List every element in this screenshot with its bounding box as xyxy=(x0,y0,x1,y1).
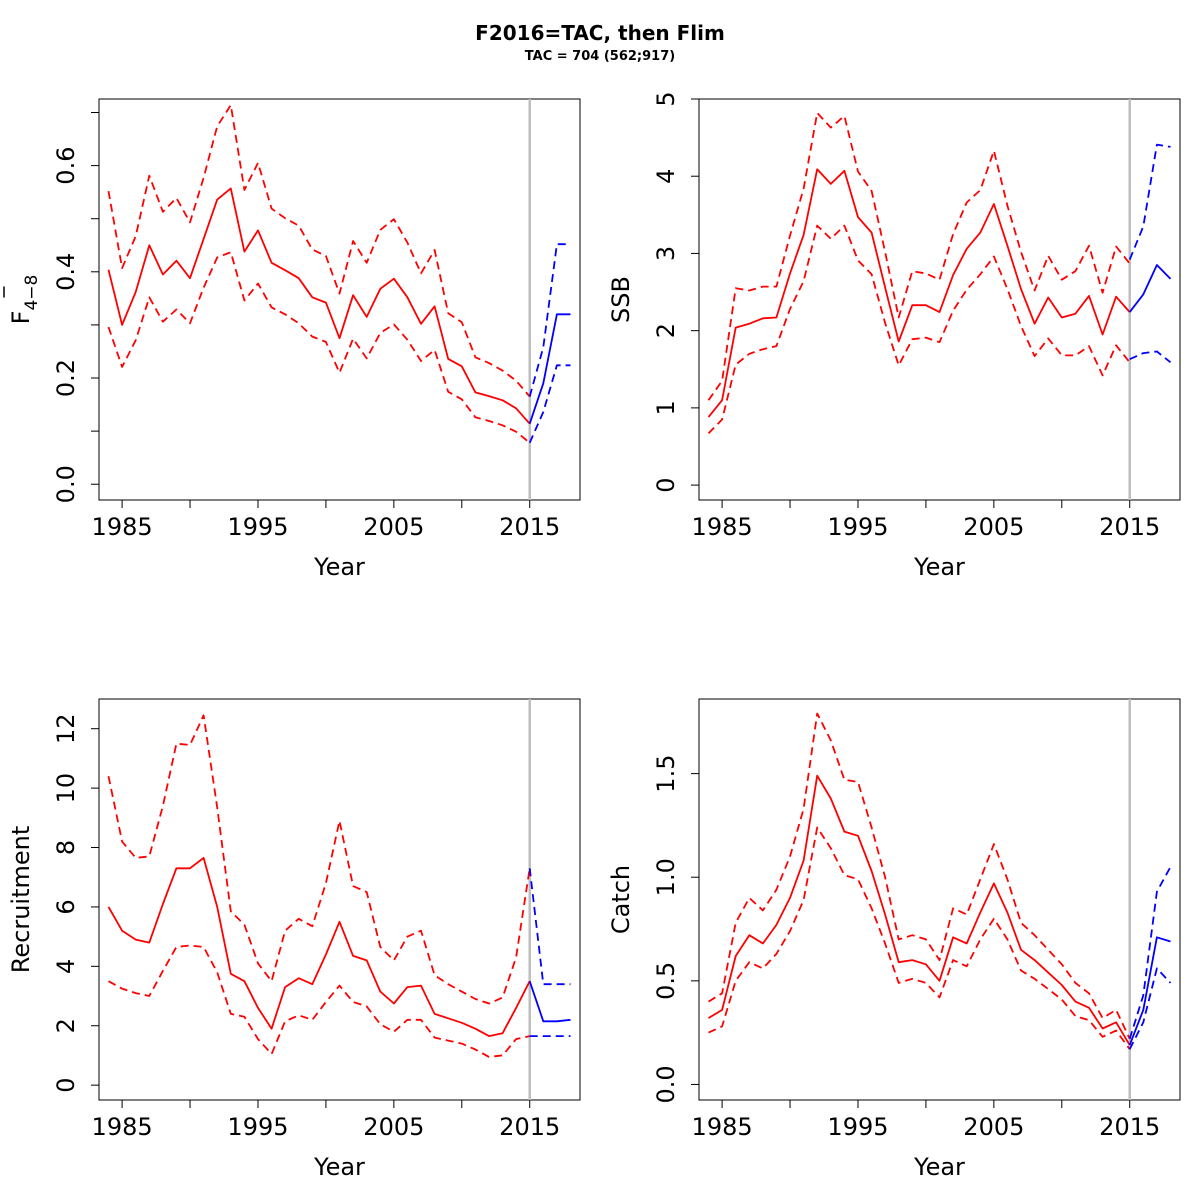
ssb-historic-lower-line xyxy=(707,224,1131,435)
recruitment-y-tick-label: 12 xyxy=(52,713,80,744)
ssb-y-tick-label: 1 xyxy=(652,400,680,415)
recruitment-panel: 1985 1995 2005 2015 0 2 4 6 8 10 12 Year Recruitment xyxy=(7,698,581,1181)
recruitment-y-tick-label: 2 xyxy=(52,1018,80,1033)
recruitment-historic-lower-line xyxy=(108,944,530,1058)
ssb-x-axis-label: Year xyxy=(913,553,965,581)
recruitment-y-tick-label: 8 xyxy=(52,840,80,855)
recruitment-y-tick-label: 4 xyxy=(52,959,80,974)
fbar-y-tick-label: 0.2 xyxy=(52,359,80,397)
fbar-y-tick-label: 0.6 xyxy=(52,147,80,185)
ssb-x-tick-label: 2005 xyxy=(963,513,1024,541)
catch-y-tick-label: 0.5 xyxy=(652,962,680,1000)
fbar-x-tick-label: 1995 xyxy=(227,513,288,541)
catch-x-tick-label: 2015 xyxy=(1099,1113,1160,1141)
ssb-forecast-median-line xyxy=(1128,264,1172,313)
recruitment-y-axis-label: Recruitment xyxy=(7,826,35,973)
recruitment-x-tick-label: 1995 xyxy=(227,1113,288,1141)
catch-panel: 1985 1995 2005 2015 0.0 0.5 1.0 1.5 Year Catch xyxy=(607,698,1181,1181)
recruitment-x-tick-label: 2015 xyxy=(499,1113,560,1141)
ssb-forecast-upper-line xyxy=(1128,143,1171,260)
ssb-y-tick-label: 2 xyxy=(652,323,680,338)
ssb-y-tick-label: 3 xyxy=(652,246,680,261)
fbar-panel: 1985 1995 2005 2015 0.0 0.2 0.4 0.6 Year F4−8 xyxy=(3,98,581,581)
fbar-y-axis-label-main: F xyxy=(7,311,35,325)
catch-x-tick-label: 2005 xyxy=(963,1113,1024,1141)
ssb-historic-upper-line xyxy=(707,112,1131,401)
fbar-y-tick-label: 0.4 xyxy=(52,253,80,291)
catch-x-tick-label: 1985 xyxy=(692,1113,753,1141)
fbar-historic-upper-line xyxy=(107,104,531,398)
recruitment-x-tick-label: 2005 xyxy=(363,1113,424,1141)
fbar-x-tick-label: 1985 xyxy=(92,513,153,541)
recruitment-y-tick-label: 10 xyxy=(52,773,80,804)
catch-x-tick-label: 1995 xyxy=(827,1113,888,1141)
ssb-panel: 1985 1995 2005 2015 0 1 2 3 4 5 Year SSB xyxy=(607,91,1181,581)
ssb-x-tick-label: 2015 xyxy=(1099,513,1160,541)
fbar-y-tick-label: 0.0 xyxy=(52,465,80,503)
fbar-historic-median-line xyxy=(107,187,531,425)
catch-forecast-upper-line xyxy=(1128,866,1172,1040)
recruitment-x-axis-label: Year xyxy=(313,1153,365,1181)
fbar-x-tick-label: 2005 xyxy=(363,513,424,541)
ssb-y-axis-label: SSB xyxy=(607,276,635,323)
recruitment-historic-upper-line xyxy=(107,714,531,1005)
catch-historic-median-line xyxy=(708,774,1131,1046)
catch-y-tick-label: 0.0 xyxy=(652,1065,680,1103)
ssb-historic-median-line xyxy=(707,168,1131,418)
catch-forecast-median-line xyxy=(1128,936,1171,1046)
catch-y-tick-label: 1.5 xyxy=(652,755,680,793)
ssb-x-tick-label: 1985 xyxy=(692,513,753,541)
fbar-x-tick-label: 2015 xyxy=(499,513,560,541)
ssb-y-tick-label: 4 xyxy=(652,169,680,184)
catch-forecast-lower-line xyxy=(1128,967,1172,1050)
catch-plot-frame xyxy=(698,698,1181,1101)
recruitment-forecast-upper-line xyxy=(528,868,571,986)
ssb-plot-frame xyxy=(698,98,1181,501)
ssb-y-tick-label: 0 xyxy=(652,477,680,492)
catch-historic-upper-line xyxy=(708,712,1131,1040)
recruitment-forecast-median-line xyxy=(528,980,571,1023)
fbar-y-axis-label-sub: 4−8 xyxy=(22,275,42,311)
recruitment-y-tick-label: 6 xyxy=(52,899,80,914)
catch-historic-lower-line xyxy=(708,826,1131,1050)
fbar-y-axis-label: F4−8 xyxy=(7,275,42,325)
fbar-plot-frame xyxy=(98,98,581,501)
fbar-forecast-median-line xyxy=(528,313,571,424)
fbar-forecast-lower-line xyxy=(528,364,571,444)
ssb-forecast-lower-line xyxy=(1129,350,1172,364)
ssb-x-tick-label: 1995 xyxy=(827,513,888,541)
catch-y-tick-label: 1.0 xyxy=(652,858,680,896)
figure-subtitle: TAC = 704 (562;917) xyxy=(525,49,675,64)
fbar-forecast-upper-line xyxy=(528,243,571,397)
catch-y-axis-label: Catch xyxy=(607,865,635,934)
recruitment-x-tick-label: 1985 xyxy=(92,1113,153,1141)
figure-title: F2016=TAC, then Flim xyxy=(475,21,725,45)
recruitment-y-tick-label: 0 xyxy=(52,1078,80,1093)
fbar-historic-lower-line xyxy=(107,251,531,444)
fbar-x-axis-label: Year xyxy=(313,553,365,581)
catch-x-axis-label: Year xyxy=(913,1153,965,1181)
ssb-y-tick-label: 5 xyxy=(652,91,680,106)
recruitment-plot-frame xyxy=(98,698,581,1101)
recruitment-historic-median-line xyxy=(107,857,531,1037)
